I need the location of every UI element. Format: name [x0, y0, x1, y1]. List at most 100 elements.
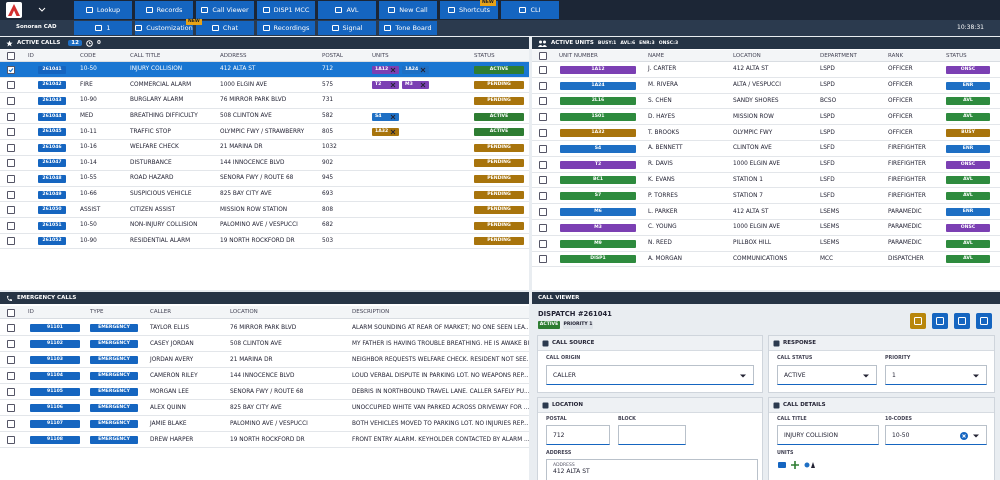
row-checkbox[interactable] [7, 174, 15, 183]
row-checkbox[interactable] [7, 372, 15, 380]
table-row[interactable]: T2 R. DAVIS 1000 ELGIN AVE LSFD FIREFIGHTER O… [532, 157, 1000, 173]
row-checkbox[interactable] [539, 255, 547, 264]
row-checkbox[interactable] [539, 192, 547, 201]
table-row[interactable]: 2L16 S. CHEN SANDY SHORES BCSO OFFICER AVL [532, 94, 1000, 110]
table-row[interactable]: 261051 10-50 NON-INJURY COLLISION PALOMINO … [0, 218, 529, 234]
row-checkbox[interactable] [7, 112, 15, 121]
table-row[interactable]: 91106 EMERGENCY ALEX QUINN 825 BAY CITY AVE… [0, 400, 529, 416]
block-input[interactable] [618, 425, 686, 445]
row-checkbox[interactable] [539, 239, 547, 248]
table-row[interactable]: S4 A. BENNETT CLINTON AVE LSFD FIREFIGHTER EN… [532, 141, 1000, 157]
row-checkbox[interactable] [7, 143, 15, 152]
row-checkbox[interactable] [539, 160, 547, 169]
table-row[interactable]: M9 N. REED PILLBOX HILL LSEMS PARAMEDIC AVL [532, 236, 1000, 252]
row-checkbox[interactable] [7, 404, 15, 412]
row-checkbox[interactable] [7, 388, 15, 396]
toolbar-button[interactable]: Signal [318, 21, 376, 35]
row-checkbox[interactable] [539, 113, 547, 122]
row-checkbox[interactable] [539, 208, 547, 217]
toolbar-button[interactable]: Chat [196, 21, 254, 35]
table-row[interactable]: M6 L. PARKER 412 ALTA ST LSEMS PARAMEDIC ENR [532, 204, 1000, 220]
row-checkbox[interactable] [539, 176, 547, 185]
table-row[interactable]: 261047 10-14 DISTURBANCE 144 INNOCENCE BLVD… [0, 156, 529, 172]
table-row[interactable]: 1S01 D. HAYES MISSION ROW LSPD OFFICER AVL [532, 109, 1000, 126]
row-checkbox[interactable] [7, 96, 15, 105]
action-button[interactable] [910, 313, 926, 329]
row-checkbox[interactable] [539, 81, 547, 90]
priority-select[interactable]: 1 [885, 365, 987, 385]
table-row[interactable]: BC1 K. EVANS STATION 1 LSFD FIREFIGHTER AVL [532, 173, 1000, 189]
table-row[interactable]: 261042 FIRE COMMERCIAL ALARM 1000 ELGIN AVE… [0, 78, 529, 94]
table-row[interactable]: DISP1 A. MORGAN COMMUNICATIONS MCC DISPATCHE… [532, 252, 1000, 268]
toolbar-button[interactable]: CLI [501, 1, 559, 19]
table-row[interactable]: M3 C. YOUNG 1000 ELGIN AVE LSEMS PARAMEDIC ON… [532, 220, 1000, 236]
toolbar-button[interactable]: Recordings [257, 21, 315, 35]
table-row[interactable]: S7 P. TORRES STATION 7 LSFD FIREFIGHTER AVL [532, 188, 1000, 205]
row-checkbox[interactable] [7, 420, 15, 428]
row-checkbox[interactable] [539, 129, 547, 138]
row-checkbox[interactable] [7, 65, 15, 74]
row-checkbox[interactable] [7, 190, 15, 199]
select-all[interactable] [539, 52, 547, 60]
toolbar-button[interactable]: AVL [318, 1, 376, 19]
profile-button[interactable]: 1 [74, 21, 132, 35]
call-origin-select[interactable]: CALLER [546, 365, 754, 385]
unit-chip[interactable]: S4 [372, 112, 399, 121]
unit-chip[interactable]: 1A32 [372, 128, 399, 137]
row-checkbox[interactable] [7, 221, 15, 230]
toolbar-button[interactable]: DISP1 MCC [257, 1, 315, 19]
table-row[interactable]: 261048 10-55 ROAD HAZARD SENORA FWY / ROUTE… [0, 171, 529, 187]
toolbar-button[interactable]: Call Viewer [196, 1, 254, 19]
table-row[interactable]: 91107 EMERGENCY JAMIE BLAKE PALOMINO AVE / … [0, 416, 529, 432]
table-row[interactable]: 91108 EMERGENCY DREW HARPER 19 NORTH ROCKFO… [0, 432, 529, 448]
table-row[interactable]: 91103 EMERGENCY JORDAN AVERY 21 MARINA DR NE… [0, 352, 529, 368]
table-row[interactable]: 91102 EMERGENCY CASEY JORDAN 508 CLINTON AV… [0, 336, 529, 352]
row-checkbox[interactable] [7, 206, 15, 215]
row-checkbox[interactable] [7, 356, 15, 364]
select-all[interactable] [7, 52, 15, 60]
table-row[interactable]: 261049 10-66 SUSPICIOUS VEHICLE 825 BAY CIT… [0, 187, 529, 203]
action-button[interactable] [932, 313, 948, 329]
unit-chip[interactable]: 1A12 [372, 65, 399, 74]
call-title-input[interactable]: INJURY COLLISION [777, 425, 879, 445]
action-button[interactable] [976, 313, 992, 329]
row-checkbox[interactable] [7, 324, 15, 332]
row-checkbox[interactable] [539, 97, 547, 106]
toolbar-button[interactable]: New Call [379, 1, 437, 19]
ten-code-select[interactable]: 10-50 [885, 425, 987, 445]
row-checkbox[interactable] [539, 223, 547, 232]
postal-input[interactable]: 712 [546, 425, 610, 445]
row-checkbox[interactable] [7, 436, 15, 444]
table-row[interactable]: 91105 EMERGENCY MORGAN LEE SENORA FWY / ROU… [0, 384, 529, 400]
table-row[interactable]: 1A12 J. CARTER 412 ALTA ST LSPD OFFICER ONSC [532, 62, 1000, 78]
table-row[interactable]: 261044 MED BREATHING DIFFICULTY 508 CLINTON… [0, 109, 529, 125]
toolbar-button[interactable]: Tone Board [379, 21, 437, 35]
select-all[interactable] [7, 308, 15, 317]
table-row[interactable]: 91101 EMERGENCY TAYLOR ELLIS 76 MIRROR PARK… [0, 320, 529, 336]
row-checkbox[interactable] [7, 237, 15, 246]
table-row[interactable]: 261046 10-16 WELFARE CHECK 21 MARINA DR 1032… [0, 140, 529, 156]
row-checkbox[interactable] [7, 128, 15, 137]
row-checkbox[interactable] [7, 340, 15, 348]
table-row[interactable]: 1A24 M. RIVERA ALTA / VESPUCCI LSPD OFFICER E… [532, 78, 1000, 94]
unit-chip[interactable]: T2 [372, 81, 399, 90]
row-checkbox[interactable] [539, 65, 547, 74]
address-input[interactable]: ADDRESS 412 ALTA ST [546, 459, 758, 480]
table-row[interactable]: 261043 10-90 BURGLARY ALARM 76 MIRROR PARK … [0, 93, 529, 109]
toolbar-button[interactable]: Customization [135, 21, 193, 35]
toolbar-button[interactable]: Records [135, 1, 193, 19]
row-checkbox[interactable] [7, 159, 15, 168]
unit-chip[interactable]: M3 [402, 81, 429, 90]
table-row[interactable]: 261041 10-50 INJURY COLLISION 412 ALTA ST 71… [0, 62, 529, 78]
table-row[interactable]: 261052 10-90 RESIDENTIAL ALARM 19 NORTH ROC… [0, 234, 529, 250]
action-button[interactable] [954, 313, 970, 329]
unit-chip[interactable]: 1A24 [402, 65, 429, 74]
table-row[interactable]: 1A32 T. BROOKS OLYMPIC FWY LSPD OFFICER BUSY [532, 125, 1000, 141]
table-row[interactable]: 91104 EMERGENCY CAMERON RILEY 144 INNOCENCE… [0, 368, 529, 384]
table-row[interactable]: 261050 ASSIST CITIZEN ASSIST MISSION ROW ST… [0, 202, 529, 218]
table-row[interactable]: 261045 10-11 TRAFFIC STOP OLYMPIC FWY / STR… [0, 124, 529, 140]
toolbar-button[interactable]: Lookup [74, 1, 132, 19]
row-checkbox[interactable] [539, 144, 547, 153]
call-status-select[interactable]: ACTIVE [777, 365, 877, 385]
row-checkbox[interactable] [7, 81, 15, 90]
